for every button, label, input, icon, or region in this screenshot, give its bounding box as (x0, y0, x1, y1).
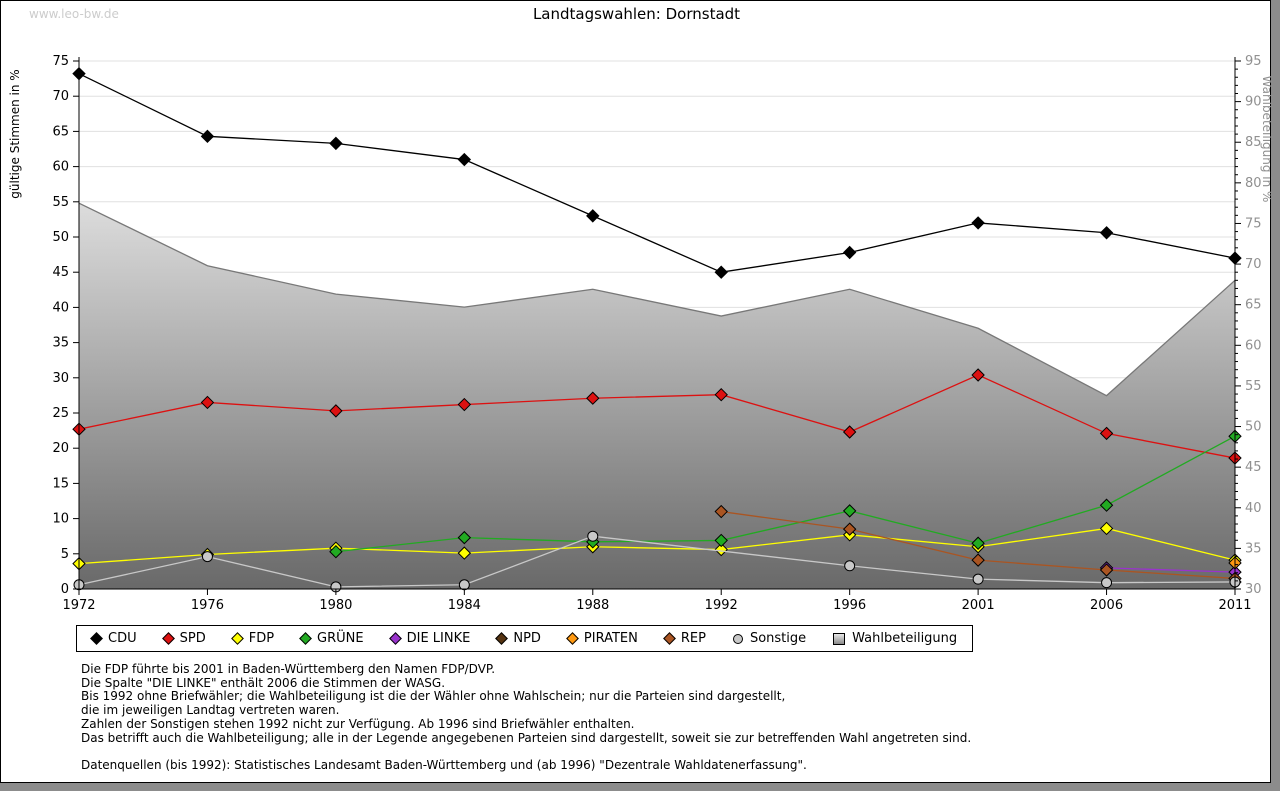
svg-text:15: 15 (52, 476, 69, 491)
svg-text:40: 40 (52, 300, 69, 315)
left-axis-title: gültige Stimmen in % (8, 69, 22, 198)
svg-text:5: 5 (61, 547, 69, 562)
svg-text:65: 65 (52, 124, 69, 139)
svg-text:80: 80 (1245, 176, 1262, 191)
footnote-line: Zahlen der Sonstigen stehen 1992 nicht z… (81, 716, 635, 731)
chart-title: Landtagswahlen: Dornstadt (532, 5, 741, 23)
legend-label: Wahlbeteiligung (852, 631, 958, 646)
npd-swatch-icon (495, 632, 509, 645)
axes (78, 57, 1236, 590)
svg-text:0: 0 (61, 582, 69, 597)
svg-text:65: 65 (1245, 298, 1262, 313)
wahlbeteiligung-line (78, 202, 1236, 397)
watermark: www.leo-bw.de (29, 7, 119, 21)
legend-item-piraten: PIRATEN (566, 631, 638, 646)
svg-text:2001: 2001 (962, 598, 995, 613)
legend-label: NPD (513, 631, 541, 646)
svg-text:1996: 1996 (833, 598, 866, 613)
right-axis-ticks: 30 35 40 45 50 55 60 65 70 75 80 85 90 95 (1235, 54, 1262, 597)
svg-text:35: 35 (1245, 541, 1262, 556)
series-GRÜNE (329, 429, 1242, 559)
svg-text:1984: 1984 (448, 598, 481, 613)
left-axis-ticks: 0 5 10 15 20 25 30 35 40 45 50 55 60 65 70 75 (52, 54, 79, 597)
footnote-line: Die Spalte "DIE LINKE" enthält 2006 die … (81, 675, 446, 690)
svg-text:70: 70 (1245, 257, 1262, 272)
spd-swatch-icon (161, 632, 175, 645)
svg-text:30: 30 (52, 371, 69, 386)
legend-label: SPD (179, 631, 206, 646)
series-SPD (72, 368, 1242, 465)
svg-text:20: 20 (52, 441, 69, 456)
svg-text:90: 90 (1245, 95, 1262, 110)
footnote-line: die im jeweiligen Landtag vertreten ware… (81, 703, 340, 718)
svg-text:1988: 1988 (576, 598, 609, 613)
sonstige-swatch-icon (732, 633, 743, 644)
legend-label: FDP (248, 631, 275, 646)
svg-text:70: 70 (52, 89, 69, 104)
svg-text:75: 75 (52, 54, 69, 69)
legend-item-die-linke: DIE LINKE (388, 631, 471, 646)
right-axis-title: Wahlbeteiligung in % (1260, 76, 1274, 203)
svg-text:2011: 2011 (1218, 598, 1251, 613)
svg-text:75: 75 (1245, 216, 1262, 231)
svg-text:55: 55 (1245, 379, 1262, 394)
legend-label: DIE LINKE (406, 631, 471, 646)
fdp-swatch-icon (230, 632, 244, 645)
legend-label: REP (680, 631, 706, 646)
legend-item-wahlbeteiligung: Wahlbeteiligung (833, 631, 957, 646)
svg-text:45: 45 (52, 265, 69, 280)
svg-text:1992: 1992 (705, 598, 738, 613)
svg-text:1980: 1980 (319, 598, 352, 613)
svg-text:25: 25 (52, 406, 69, 421)
legend-item-cdu: CDU (90, 631, 137, 646)
svg-text:55: 55 (52, 195, 69, 210)
svg-text:1972: 1972 (62, 598, 95, 613)
wahlbeteiligung-swatch-icon (833, 632, 846, 645)
footnotes: Die FDP führte bis 2001 in Baden-Württem… (81, 662, 972, 773)
x-axis-ticks: 1972 1976 1980 1984 1988 1992 1996 2001 2006 2011 (62, 589, 1252, 613)
svg-text:30: 30 (1245, 582, 1262, 597)
chart-legend: CDU SPD FDP GRÜNE DIE LINKE NPD PIRATEN REP Sons… (76, 625, 974, 652)
svg-text:1976: 1976 (191, 598, 224, 613)
rep-swatch-icon (663, 632, 676, 645)
legend-label: GRÜNE (317, 631, 364, 646)
svg-text:2006: 2006 (1090, 598, 1123, 613)
svg-text:45: 45 (1245, 460, 1262, 475)
grüne-swatch-icon (299, 632, 312, 645)
svg-text:95: 95 (1245, 54, 1262, 69)
legend-label: CDU (108, 631, 137, 646)
footnote-line: Das betrifft auch die Wahlbeteiligung; a… (81, 730, 972, 745)
legend-item-fdp: FDP (230, 631, 275, 646)
piraten-swatch-icon (566, 632, 579, 645)
footnote-line (81, 745, 971, 759)
svg-text:35: 35 (52, 336, 69, 351)
svg-text:60: 60 (1245, 338, 1262, 353)
series-Sonstige (73, 530, 1241, 593)
series-CDU (72, 66, 1242, 279)
footnote-line: Die FDP führte bis 2001 in Baden-Württem… (81, 662, 496, 676)
svg-text:10: 10 (52, 512, 69, 527)
legend-item-npd: NPD (495, 631, 541, 646)
svg-text:85: 85 (1245, 135, 1262, 150)
footnote-line: Datenquellen (bis 1992): Statistisches L… (81, 757, 807, 772)
svg-text:60: 60 (52, 160, 69, 175)
svg-text:50: 50 (52, 230, 69, 245)
legend-item-rep: REP (663, 631, 706, 646)
legend-item-grüne: GRÜNE (299, 631, 364, 646)
svg-text:50: 50 (1245, 420, 1262, 435)
legend-label: PIRATEN (583, 631, 638, 646)
die-linke-swatch-icon (388, 632, 402, 645)
cdu-swatch-icon (90, 632, 103, 645)
legend-item-sonstige: Sonstige (732, 631, 807, 646)
legend-label: Sonstige (749, 631, 807, 646)
svg-text:40: 40 (1245, 501, 1262, 516)
footnote-line: Bis 1992 ohne Briefwähler; die Wahlbetei… (81, 689, 786, 704)
legend-item-spd: SPD (161, 631, 206, 646)
